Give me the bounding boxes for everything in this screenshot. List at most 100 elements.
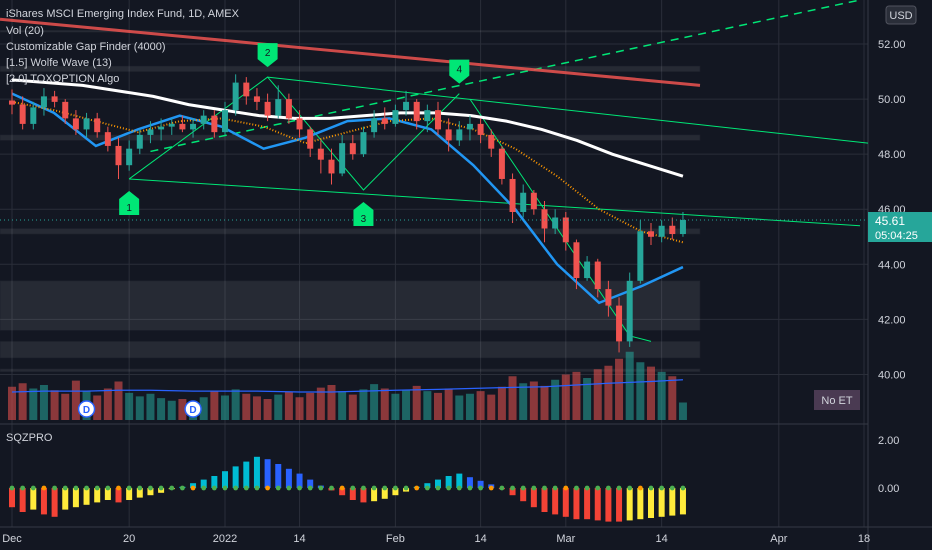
sqz-dot: [542, 485, 547, 491]
sqz-dot: [158, 485, 164, 491]
wolfe-line-2-4: [267, 76, 869, 144]
sqz-bar: [147, 488, 154, 496]
indicator-vol-label[interactable]: Vol (20): [6, 25, 44, 37]
sqz-dot: [30, 485, 36, 491]
sqz-dot: [393, 485, 398, 491]
sqz-dot: [627, 485, 633, 491]
volume-bar: [167, 400, 176, 420]
volume-bar: [561, 374, 570, 420]
no-et-label: No ET: [821, 395, 852, 407]
volume-bar: [529, 381, 538, 420]
volume-bar: [508, 376, 517, 420]
sqz-dot: [584, 485, 590, 491]
candle-body: [658, 225, 665, 237]
sqz-dot: [414, 485, 420, 491]
candle-body: [264, 101, 271, 116]
wolfe-point-marker: [449, 59, 470, 84]
candle-body: [126, 148, 133, 166]
sqz-dot: [318, 485, 324, 491]
volume-bar: [625, 351, 634, 420]
sqz-bar: [648, 488, 654, 518]
sqz-dot: [382, 485, 388, 491]
sqz-dot: [20, 485, 26, 491]
candle-body: [424, 110, 431, 122]
gap-zones: [0, 29, 701, 372]
indicator-toxoption-label[interactable]: [2.0] TOXOPTION Algo: [6, 73, 119, 85]
candle-body: [488, 134, 495, 149]
candle-body: [573, 242, 580, 279]
sqz-dot: [148, 485, 153, 491]
sqz-bar: [584, 488, 591, 520]
sqz-bar: [605, 488, 612, 522]
bar-countdown: 05:04:25: [875, 230, 918, 242]
sqz-bar: [200, 479, 207, 488]
ma-white-line: [11, 78, 684, 178]
dividend-marker: [184, 400, 202, 418]
sqz-bar: [562, 488, 569, 517]
volume-bar: [199, 397, 208, 420]
wolfe-line-1-3: [129, 178, 861, 227]
volume-bar: [604, 365, 613, 420]
no-et-badge[interactable]: No ET: [814, 390, 860, 410]
candle-body: [190, 123, 197, 130]
candle-body: [211, 115, 218, 133]
sqz-bar: [9, 488, 15, 508]
sqz-bar: [296, 473, 303, 488]
sqz-dot: [606, 485, 611, 491]
sqz-dot: [680, 485, 686, 491]
time-tick-label: 14: [656, 533, 668, 545]
price-tick-label: 44.00: [878, 259, 906, 271]
candlestick-series: [0, 74, 868, 353]
gap-zone: [0, 65, 701, 72]
sqz-dot: [62, 485, 68, 491]
currency-badge[interactable]: USD: [885, 5, 917, 25]
candle-body: [168, 123, 175, 127]
grid-lines: [0, 0, 868, 527]
sqz-dot: [499, 485, 505, 491]
volume-bar: [231, 389, 240, 420]
sqz-bar: [222, 471, 228, 488]
time-tick-label: 14: [474, 533, 486, 545]
sqz-dot: [435, 485, 441, 491]
volume-bar: [157, 398, 166, 420]
candle-body: [605, 289, 612, 306]
sqz-bar: [243, 461, 250, 488]
sqz-dot: [456, 485, 462, 491]
dividend-marker: [77, 400, 96, 418]
dividend-marker-label: D: [189, 405, 196, 416]
candle-body: [285, 99, 292, 119]
sqz-bar: [51, 488, 58, 517]
indicator-wolfe-label[interactable]: [1.5] Wolfe Wave (13): [6, 57, 112, 69]
last-price-tag: 45.61 05:04:25: [868, 212, 932, 242]
sqz-dot: [616, 485, 622, 491]
sqz-bar: [626, 488, 633, 521]
volume-bar: [146, 393, 155, 420]
candle-body: [19, 104, 26, 124]
sqz-bar: [211, 476, 218, 488]
sqz-dot: [467, 485, 473, 491]
sqz-bar: [456, 473, 463, 488]
time-axis[interactable]: Dec 20 2022 14 Feb 14 Mar 14 Apr 18: [2, 533, 870, 545]
sqz-dot: [222, 485, 228, 491]
wolfe-point-marker: [353, 201, 374, 226]
candle-body: [40, 96, 47, 108]
indicator-gap-finder-label[interactable]: Customizable Gap Finder (4000): [6, 41, 166, 53]
sqz-dot: [648, 485, 654, 491]
candle-body: [30, 107, 37, 124]
candle-body: [466, 123, 473, 130]
wolfe-point-label: 3: [361, 214, 367, 225]
time-tick-label: Dec: [2, 533, 22, 545]
sqz-dot: [116, 485, 121, 491]
sqz-dot: [243, 485, 249, 491]
volume-bar: [572, 371, 581, 420]
candle-body: [243, 82, 250, 97]
candle-body: [648, 231, 654, 237]
sqzpro-title[interactable]: SQZPRO: [6, 432, 53, 444]
volume-bar: [402, 390, 411, 420]
ma-blue-line: [11, 92, 684, 305]
volume-bar: [348, 394, 357, 420]
candle-body: [616, 305, 623, 342]
price-tick-label: 42.00: [878, 314, 906, 326]
